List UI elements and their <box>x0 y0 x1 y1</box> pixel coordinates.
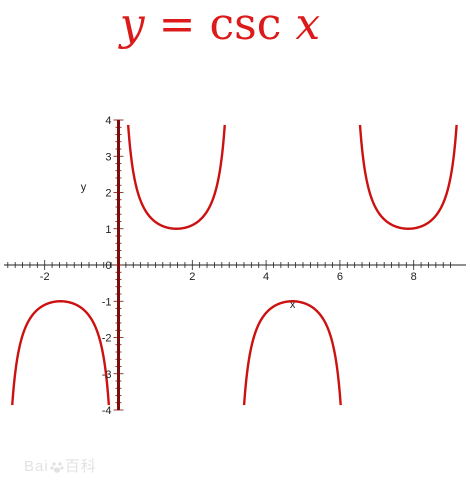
x-tick-label: 4 <box>263 271 269 283</box>
branch-2 <box>126 124 226 230</box>
title-equals: = csc <box>144 0 296 50</box>
y-tick-label: -2 <box>102 333 112 345</box>
title-x: x <box>295 0 321 50</box>
x-tick-label: 2 <box>189 271 195 283</box>
x-tick-label: 6 <box>337 271 343 283</box>
paw-icon <box>50 462 64 473</box>
y-tick-label: -3 <box>102 369 112 381</box>
labels: -2 2 4 6 8 4 3 2 1 0 -1 -2 -3 -4 x y <box>40 115 417 417</box>
x-axis-label: x <box>290 299 296 311</box>
title-y: y <box>119 0 145 50</box>
branch-3 <box>242 300 342 406</box>
watermark: Bai 百科 <box>24 454 144 480</box>
chart-title: y = csc x <box>0 0 440 56</box>
ticks <box>7 119 452 411</box>
y-tick-label: 4 <box>105 115 111 127</box>
branch-4 <box>358 124 458 230</box>
y-tick-label: 1 <box>105 224 111 236</box>
curves <box>11 124 458 406</box>
watermark-baike: 百科 <box>64 458 97 475</box>
x-tick-label: 8 <box>411 271 417 283</box>
watermark-bai: Bai <box>24 458 49 475</box>
axes <box>4 120 466 410</box>
y-tick-label: 0 <box>105 260 111 272</box>
y-axis-label: y <box>81 182 87 194</box>
y-tick-label: -1 <box>102 296 112 308</box>
y-tick-label: -4 <box>102 405 112 417</box>
x-tick-label: -2 <box>40 271 50 283</box>
y-tick-label: 3 <box>105 151 111 163</box>
branch-1 <box>11 300 111 406</box>
y-tick-label: 2 <box>105 188 111 200</box>
